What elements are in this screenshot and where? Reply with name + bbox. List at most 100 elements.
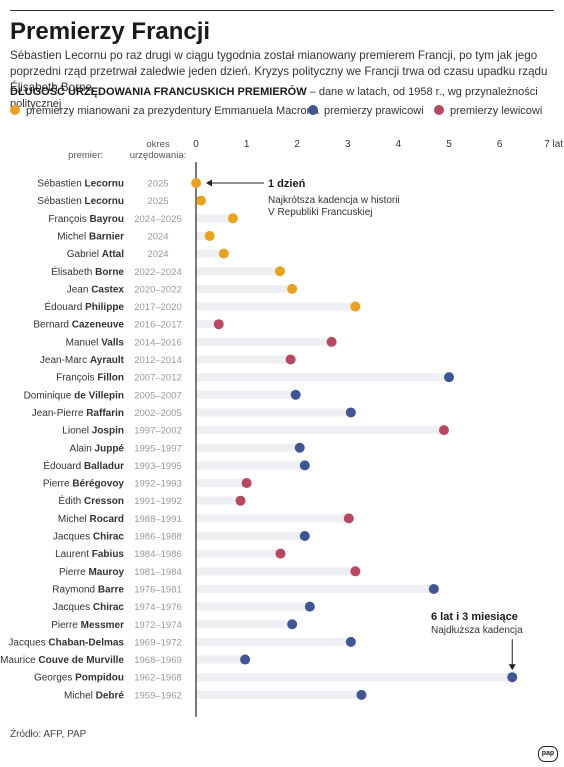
top-rule <box>10 10 554 11</box>
tenure-track <box>196 337 332 346</box>
column-header-term-line1: okres <box>146 139 169 150</box>
tenure-dot <box>290 389 301 400</box>
premier-last-name: de Villepin <box>74 390 124 401</box>
premier-last-name: Philippe <box>85 302 124 313</box>
term-label: 1962–1968 <box>134 673 182 684</box>
tenure-dot <box>285 354 296 365</box>
tenure-track <box>196 373 449 382</box>
legend-label-left: premierzy lewicowi <box>450 105 543 117</box>
premier-first-name: Jacques <box>53 532 93 543</box>
premier-last-name: Fabius <box>92 549 125 560</box>
annotation-longest-title: 6 lat i 3 miesiące <box>431 611 518 623</box>
premier-last-name: Cresson <box>84 496 124 507</box>
term-label: 2025 <box>147 196 168 207</box>
x-tick-label: 1 <box>244 139 250 150</box>
term-label: 2017–2020 <box>134 302 182 313</box>
tenure-dot <box>299 460 310 471</box>
premier-last-name: Ayrault <box>90 355 125 366</box>
premier-last-name: Fillon <box>97 373 124 384</box>
tenure-dot <box>299 531 310 541</box>
premier-last-name: Raffarin <box>86 408 124 419</box>
tenure-track <box>196 620 293 629</box>
tenure-dot <box>287 619 298 630</box>
term-label: 2014–2016 <box>134 337 182 348</box>
term-label: 1992–1993 <box>134 479 182 490</box>
premier-first-name: Alain <box>70 443 95 454</box>
premier-name: Bernard Cazeneuve <box>33 320 124 331</box>
lead-paragraph: Sébastien Lecornu po raz drugi w ciągu t… <box>10 49 548 94</box>
premier-last-name: Juppé <box>95 443 125 454</box>
premier-name: Sébastien Lecornu <box>37 179 124 190</box>
premier-name: Édouard Balladur <box>43 459 124 472</box>
premier-first-name: Jean-Pierre <box>32 408 86 419</box>
term-label: 1972–1974 <box>134 620 182 631</box>
page-title: Premierzy Francji <box>10 18 211 45</box>
premier-last-name: Cazeneuve <box>72 320 125 331</box>
tenure-track <box>196 549 281 558</box>
tenure-dot <box>326 336 337 347</box>
premier-last-name: Messmer <box>81 620 124 631</box>
tenure-track <box>196 655 246 664</box>
tenure-dot <box>241 478 252 489</box>
premier-last-name: Castex <box>91 284 124 295</box>
tenure-track <box>196 514 349 523</box>
premier-first-name: Jacques <box>53 602 93 613</box>
term-label: 2007–2012 <box>134 373 182 384</box>
annotation-arrowhead-longest <box>508 664 516 671</box>
premier-first-name: Michel <box>57 231 89 242</box>
premier-name: François Fillon <box>56 373 124 384</box>
premier-first-name: Laurent <box>55 549 92 560</box>
term-label: 1976–1981 <box>134 584 182 595</box>
term-label: 1984–1986 <box>134 549 182 560</box>
premier-last-name: Barnier <box>89 231 124 242</box>
premier-last-name: Rocard <box>90 514 124 525</box>
premier-last-name: Bayrou <box>90 214 124 225</box>
premier-name: Jacques Chirac <box>53 602 125 613</box>
premier-last-name: Mauroy <box>88 567 124 578</box>
premier-name: Michel Debré <box>64 690 124 701</box>
tenure-track <box>196 408 351 417</box>
premier-first-name: Manuel <box>66 337 102 348</box>
premier-first-name: Édouard <box>45 300 86 313</box>
legend-dot-right <box>308 105 318 115</box>
premier-last-name: Lecornu <box>85 179 124 190</box>
premier-name: Lionel Jospin <box>62 426 124 437</box>
premier-name: Dominique de Villepin <box>24 390 124 401</box>
premier-first-name: Gabriel <box>67 249 102 260</box>
annotation-shortest-text: Najkrótsza kadencja w historii <box>268 195 400 206</box>
column-header-name: premier: <box>68 150 103 161</box>
premier-last-name: Valls <box>101 337 124 348</box>
x-tick-label: 5 <box>446 139 452 150</box>
term-label: 1993–1995 <box>134 461 182 472</box>
premier-name: Jean Castex <box>67 284 125 295</box>
premier-first-name: Lionel <box>62 426 91 437</box>
premier-first-name: Jean <box>67 284 91 295</box>
premier-name: Édith Cresson <box>58 494 124 507</box>
term-label: 2024 <box>147 249 168 260</box>
tenure-track <box>196 390 296 399</box>
tenure-dot <box>356 689 367 700</box>
term-label: 2024 <box>147 231 168 242</box>
term-label: 1991–1992 <box>134 496 182 507</box>
legend-label-macron: premierzy mianowani za prezydentury Emma… <box>26 105 319 117</box>
tenure-dot <box>196 195 207 206</box>
premier-name: Michel Barnier <box>57 231 124 242</box>
tenure-dot <box>275 548 286 559</box>
tenure-track <box>196 584 434 593</box>
term-label: 1988–1991 <box>134 514 182 525</box>
tenure-dot <box>444 372 454 383</box>
tenure-track <box>196 479 247 488</box>
column-header-term-line2: urzędowania: <box>130 150 187 161</box>
premier-last-name: Debré <box>96 690 125 701</box>
term-label: 1974–1976 <box>134 602 182 613</box>
premier-first-name: Pierre <box>43 479 72 490</box>
premier-first-name: Édouard <box>43 459 84 472</box>
tenure-track <box>196 267 280 276</box>
tenure-dot <box>350 566 361 577</box>
term-label: 1981–1984 <box>134 567 182 578</box>
annotation-longest-text: Najdłuższa kadencja <box>431 625 523 636</box>
tenure-dot <box>191 178 202 188</box>
legend-dot-macron <box>10 105 20 115</box>
tenure-dot <box>304 601 315 612</box>
tenure-track <box>196 673 513 682</box>
